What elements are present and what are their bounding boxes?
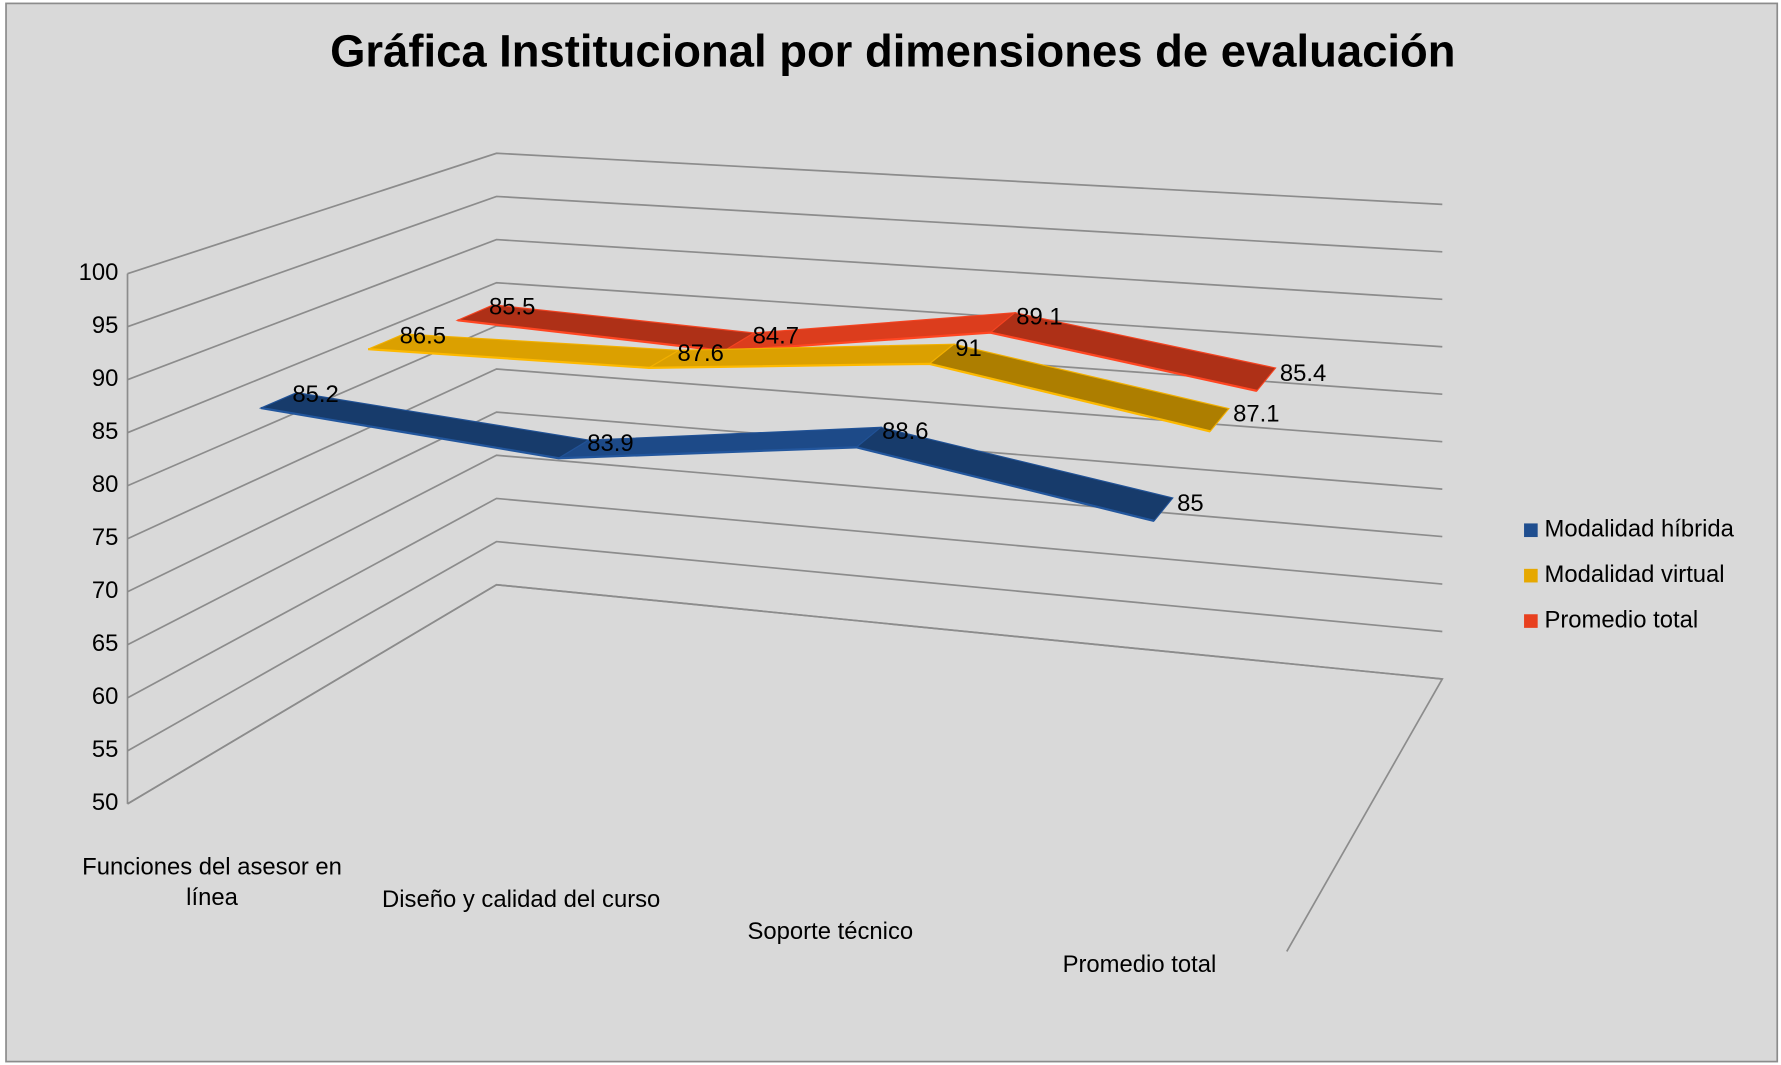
data-label: 83.9 — [587, 430, 633, 457]
data-label: 87.1 — [1233, 401, 1279, 428]
data-label: 85 — [1177, 490, 1204, 517]
x-tick-label-box: Soporte técnico — [747, 918, 914, 945]
y-tick-label: 60 — [92, 683, 119, 710]
data-label: 85.2 — [292, 381, 338, 408]
grid-line — [127, 281, 1443, 434]
x-tick-label: Promedio total — [1062, 951, 1217, 978]
grid-line — [127, 368, 1443, 540]
y-tick-label: 55 — [92, 736, 119, 763]
legend-label: Promedio total — [1544, 606, 1698, 633]
y-tick-label: 65 — [92, 630, 119, 657]
legend-swatch — [1524, 523, 1538, 538]
series-line — [457, 319, 1258, 392]
data-label: 84.7 — [753, 323, 799, 350]
data-label: 88.6 — [882, 418, 928, 445]
y-tick-label: 50 — [92, 789, 119, 816]
legend-label: Modalidad híbrida — [1544, 516, 1734, 543]
x-tick-label-box: Promedio total — [1062, 951, 1217, 978]
data-label: 89.1 — [1016, 303, 1062, 330]
grid-line — [127, 411, 1443, 593]
grid-line — [127, 583, 1443, 805]
data-label: 85.5 — [489, 293, 535, 320]
data-label: 86.5 — [400, 322, 446, 349]
y-tick-label: 90 — [92, 365, 119, 392]
y-tick-label: 75 — [92, 524, 119, 551]
grid-line — [127, 540, 1443, 752]
y-tick-label: 100 — [79, 259, 119, 286]
x-tick-label: Funciones del asesor en línea — [82, 853, 342, 911]
grid-line — [127, 195, 1443, 328]
series-line — [368, 348, 1211, 433]
x-tick-label-box: Diseño y calidad del curso — [382, 886, 661, 913]
chart-background — [5, 2, 1779, 1063]
y-tick-label: 70 — [92, 577, 119, 604]
y-tick-label: 80 — [92, 471, 119, 498]
grid-line — [127, 238, 1443, 381]
data-label: 85.4 — [1280, 360, 1326, 387]
grid-line — [127, 497, 1443, 699]
legend-swatch — [1524, 614, 1538, 628]
legend-label: Modalidad virtual — [1544, 561, 1724, 588]
data-label: 87.6 — [677, 340, 723, 367]
y-tick-label: 95 — [92, 312, 119, 339]
x-tick-label: Diseño y calidad del curso — [382, 886, 661, 913]
grid-line — [127, 152, 1443, 275]
data-label: 91 — [955, 335, 982, 362]
x-tick-label-box: Funciones del asesor en línea — [82, 853, 342, 911]
legend-swatch — [1524, 568, 1538, 583]
series-line — [260, 406, 1155, 523]
y-tick-label: 85 — [92, 418, 119, 445]
chart-title: Gráfica Institucional por dimensiones de… — [330, 25, 1455, 76]
x-tick-label: Soporte técnico — [747, 918, 914, 945]
